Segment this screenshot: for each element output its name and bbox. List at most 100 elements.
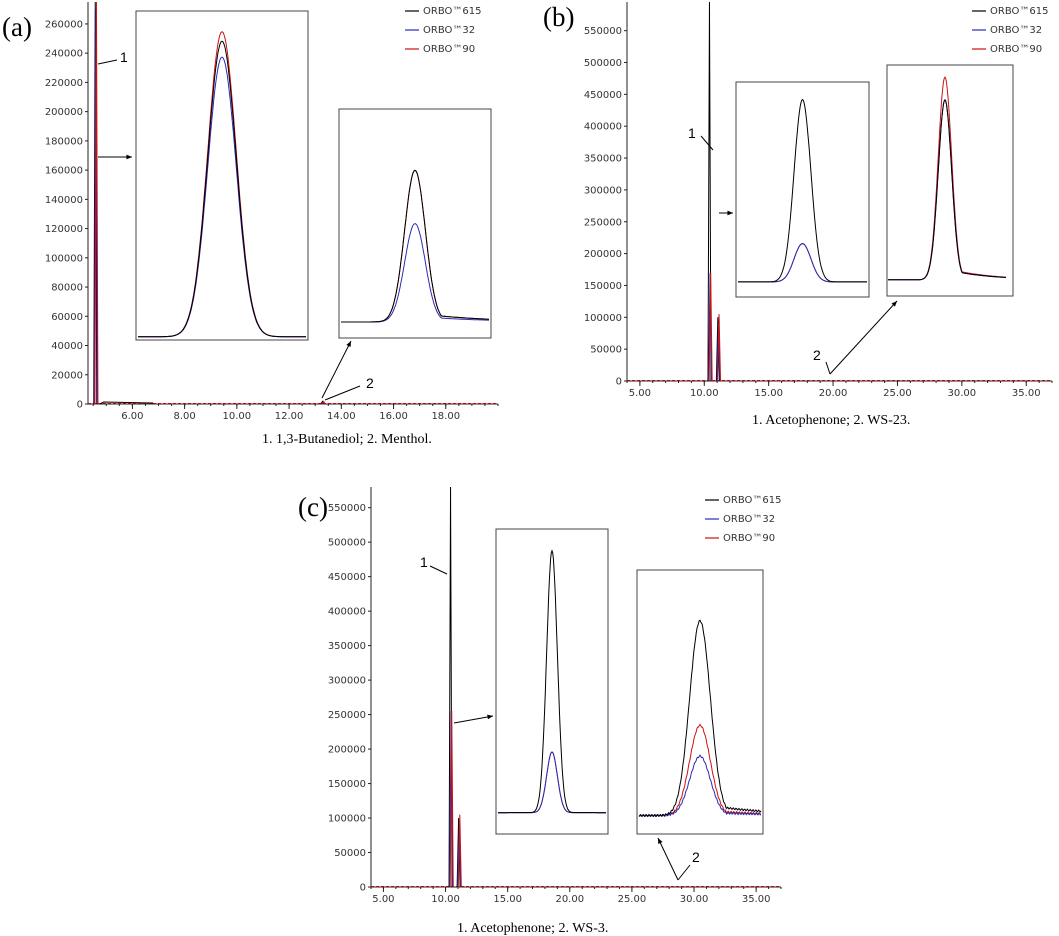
legend-entry: ORBO™32 <box>723 514 775 525</box>
y-tick-label: 180000 <box>45 136 83 147</box>
y-tick-label: 350000 <box>328 641 366 652</box>
legend-entry: ORBO™615 <box>723 495 781 506</box>
legend-entry: ORBO™90 <box>423 44 475 55</box>
y-tick-label: 240000 <box>45 49 83 60</box>
inset-frame <box>886 64 1014 297</box>
y-tick-label: 200000 <box>584 249 622 260</box>
inset-trace <box>138 40 306 338</box>
x-tick-label: 18.00 <box>431 411 460 422</box>
peak-leader-line <box>97 59 118 65</box>
legend-entry: ORBO™615 <box>990 6 1048 17</box>
peak-1-trace <box>94 1 99 405</box>
inset-frame <box>636 569 764 835</box>
x-tick-label: 15.00 <box>493 894 522 905</box>
y-tick-label: 160000 <box>45 166 83 177</box>
y-tick-label: 500000 <box>584 58 622 69</box>
y-tick-label: 260000 <box>45 19 83 30</box>
x-tick-label: 30.00 <box>680 894 709 905</box>
y-tick-label: 0 <box>360 883 366 894</box>
y-tick-label: 150000 <box>584 281 622 292</box>
peak-1-trace <box>449 711 454 888</box>
x-tick-label: 10.00 <box>690 388 719 399</box>
inset-peak-1 <box>495 528 609 835</box>
peak-1-trace <box>449 711 454 888</box>
x-tick-label: 8.00 <box>173 411 195 422</box>
legend-entry: ORBO™615 <box>423 6 481 17</box>
peak-label: 2 <box>692 849 700 865</box>
peak-label: 1 <box>688 125 696 141</box>
x-tick-label: 20.00 <box>555 894 584 905</box>
peak-leader-line <box>700 135 714 151</box>
peak-leader-line <box>324 385 361 401</box>
x-tick-label: 35.00 <box>1012 388 1041 399</box>
y-tick-label: 80000 <box>51 283 83 294</box>
inset-arrow <box>453 715 494 724</box>
x-tick-label: 20.00 <box>819 388 848 399</box>
panel-label: (c) <box>298 492 328 522</box>
x-tick-label: 12.00 <box>275 411 304 422</box>
panel-caption: 1. Acetophenone; 2. WS-23. <box>752 413 910 428</box>
panel-b: (b) 0 50000 100000 150000 200000 250000 300000 3… <box>543 1 1053 428</box>
y-tick-label: 100000 <box>328 814 366 825</box>
inset-arrow <box>321 340 352 399</box>
y-tick-label: 350000 <box>584 154 622 165</box>
legend-entry: ORBO™32 <box>990 25 1042 36</box>
peak-label: 1 <box>120 49 128 65</box>
legend-entry: ORBO™90 <box>990 44 1042 55</box>
legend-entry: ORBO™90 <box>723 533 775 544</box>
peak-label: 2 <box>366 375 374 391</box>
peak-leader-line <box>429 565 448 575</box>
inset-peak-1 <box>735 81 870 298</box>
y-tick-label: 140000 <box>45 195 83 206</box>
panel-caption: 1. 1,3-Butanediol; 2. Menthol. <box>262 432 432 447</box>
inset-trace <box>738 98 867 283</box>
y-tick-label: 450000 <box>328 572 366 583</box>
peak-1-trace <box>708 272 713 382</box>
arrow-head <box>658 838 663 844</box>
y-tick-label: 300000 <box>328 676 366 687</box>
y-tick-label: 0 <box>616 377 622 388</box>
y-tick-label: 250000 <box>328 710 366 721</box>
inset-peak-2 <box>338 108 492 339</box>
peak-leader-line <box>825 361 831 375</box>
peak-1-trace <box>93 9 98 405</box>
y-tick-label: 400000 <box>328 607 366 618</box>
y-tick-label: 100000 <box>45 253 83 264</box>
y-tick-label: 300000 <box>584 185 622 196</box>
y-tick-label: 500000 <box>328 538 366 549</box>
x-tick-label: 5.00 <box>629 388 651 399</box>
arrow-head <box>727 210 733 216</box>
legend-entry: ORBO™32 <box>423 25 475 36</box>
panel-label: (a) <box>2 12 32 42</box>
y-tick-label: 150000 <box>328 779 366 790</box>
x-tick-label: 15.00 <box>754 388 783 399</box>
solvent-tail <box>99 401 154 405</box>
x-tick-label: 10.00 <box>223 411 252 422</box>
y-tick-label: 50000 <box>590 345 622 356</box>
peak-2-trace <box>715 317 720 382</box>
inset-peak-2 <box>886 64 1014 297</box>
peak-2-trace <box>717 314 722 382</box>
y-tick-label: 250000 <box>584 217 622 228</box>
inset-trace <box>341 169 489 323</box>
peak-1-trace <box>708 272 713 382</box>
y-tick-label: 200000 <box>45 107 83 118</box>
y-tick-label: 50000 <box>334 848 366 859</box>
peak-label: 2 <box>813 347 821 363</box>
inset-frame <box>135 10 309 341</box>
inset-trace <box>498 549 606 814</box>
peak-1-trace <box>93 1 98 405</box>
x-tick-label: 25.00 <box>883 388 912 399</box>
inset-arrow <box>829 300 898 375</box>
inset-frame <box>735 81 870 298</box>
panel-c: (c) 0 50000 100000 150000 200000 250000 300000 3… <box>298 486 782 936</box>
peak-1-trace <box>707 1 712 382</box>
arrow-head <box>346 341 351 347</box>
x-tick-label: 5.00 <box>372 894 394 905</box>
inset-trace <box>638 619 762 818</box>
y-tick-label: 60000 <box>51 312 83 323</box>
arrow-head <box>126 154 132 160</box>
x-tick-label: 16.00 <box>379 411 408 422</box>
y-tick-label: 40000 <box>51 341 83 352</box>
